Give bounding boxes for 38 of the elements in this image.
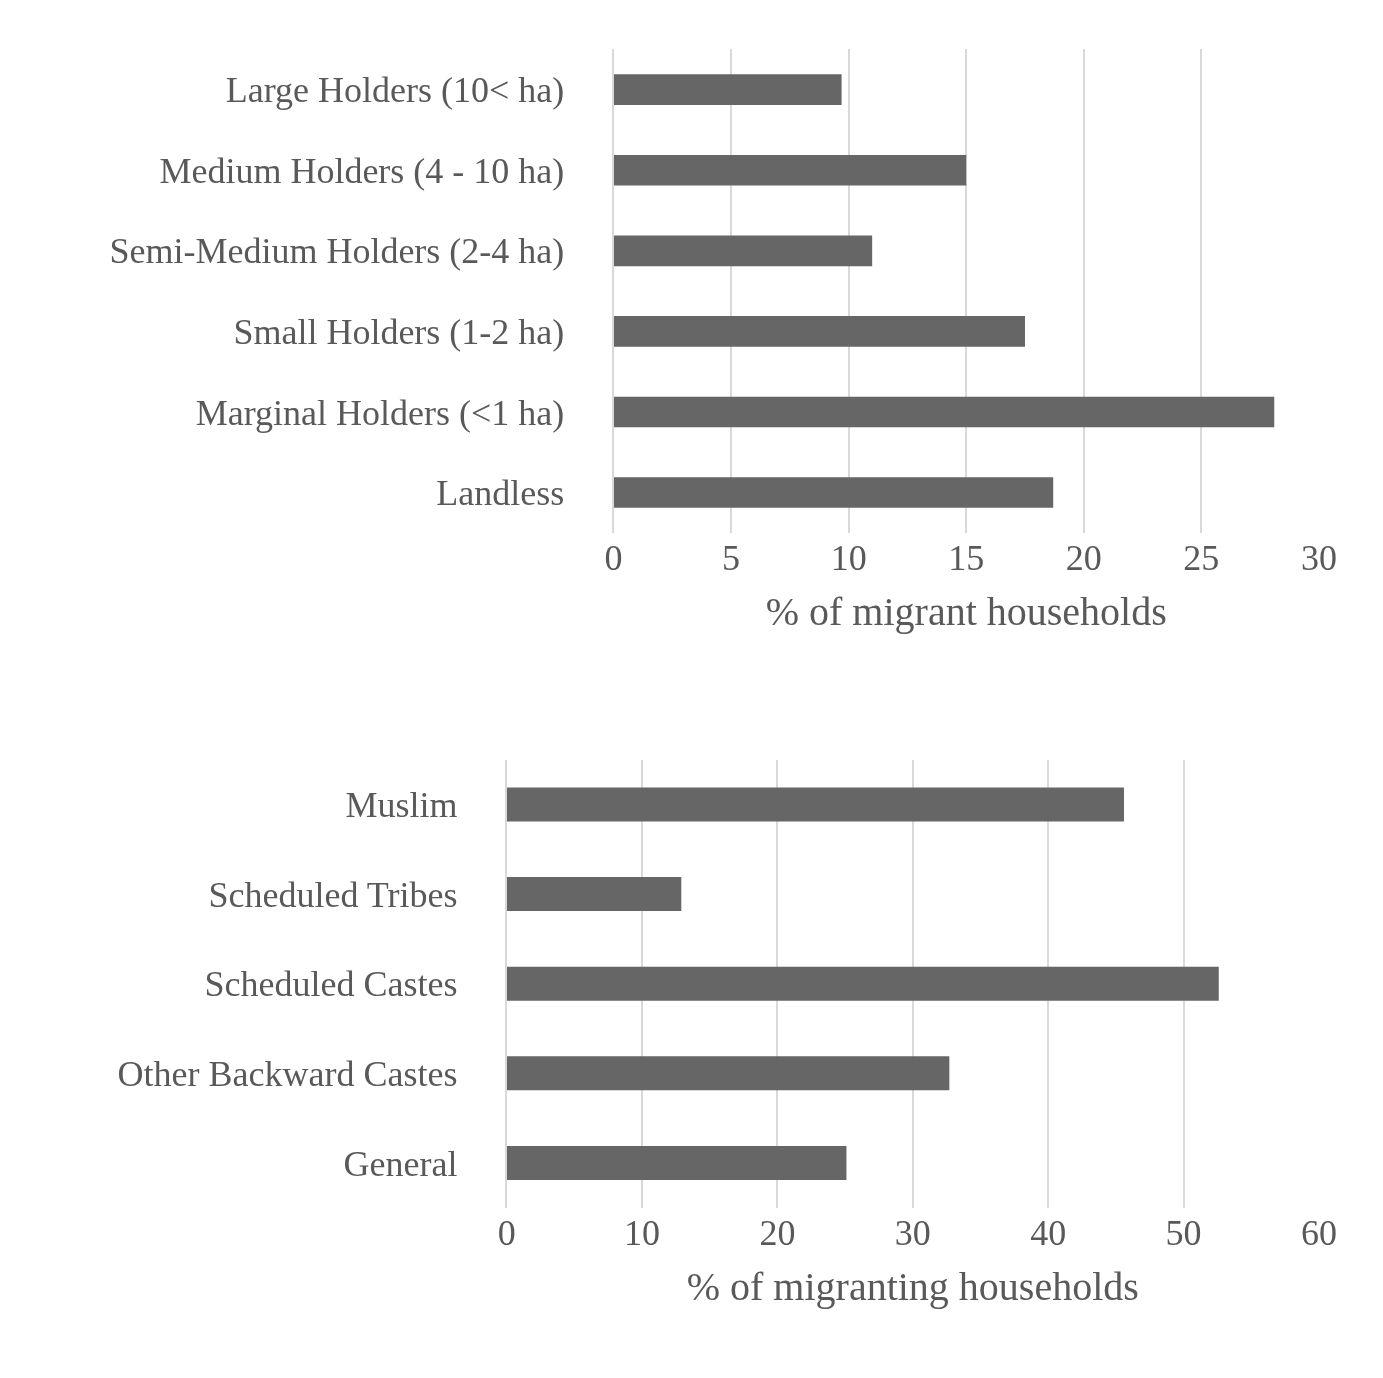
x-tick-label: 40: [1030, 1212, 1067, 1253]
x-tick-label: 10: [830, 537, 867, 578]
x-tick-label: 25: [1183, 537, 1220, 578]
y-tick-label: Scheduled Castes: [204, 964, 458, 1005]
x-tick-label: 10: [624, 1212, 661, 1253]
x-tick-label: 0: [604, 537, 623, 578]
y-tick-label: Medium Holders (4 - 10 ha): [159, 150, 565, 191]
x-tick-label: 15: [948, 537, 985, 578]
x-tick-label: 20: [1065, 537, 1102, 578]
bar: [613, 74, 842, 105]
x-tick-label: 50: [1165, 1212, 1202, 1253]
bar: [613, 316, 1026, 347]
x-tick-label: 20: [759, 1212, 796, 1253]
y-tick-label: Large Holders (10< ha): [225, 70, 565, 111]
y-tick-label: Marginal Holders (<1 ha): [195, 392, 565, 433]
y-tick-label: Other Backward Castes: [117, 1053, 458, 1094]
bar: [613, 396, 1275, 428]
x-axis-title: % of migrant households: [765, 589, 1167, 635]
y-tick-label: Small Holders (1-2 ha): [233, 311, 565, 352]
y-tick-label: Muslim: [345, 785, 458, 826]
bar: [506, 877, 682, 912]
x-tick-label: 0: [497, 1212, 516, 1253]
bar: [506, 1145, 847, 1180]
x-tick-label: 5: [722, 537, 741, 578]
y-tick-label: General: [343, 1143, 458, 1184]
bar: [506, 787, 1124, 822]
x-tick-label: 60: [1300, 1212, 1337, 1253]
x-tick-label: 30: [1300, 537, 1337, 578]
x-axis-title: % of migranting households: [686, 1264, 1139, 1310]
bar: [613, 154, 967, 186]
bar: [613, 477, 1054, 508]
bar: [613, 235, 873, 267]
y-tick-label: Semi-Medium Holders (2-4 ha): [109, 231, 565, 272]
y-tick-label: Scheduled Tribes: [208, 874, 458, 915]
bar: [506, 966, 1219, 1001]
y-tick-label: Landless: [436, 473, 565, 514]
x-tick-label: 30: [894, 1212, 931, 1253]
bar: [506, 1056, 950, 1091]
